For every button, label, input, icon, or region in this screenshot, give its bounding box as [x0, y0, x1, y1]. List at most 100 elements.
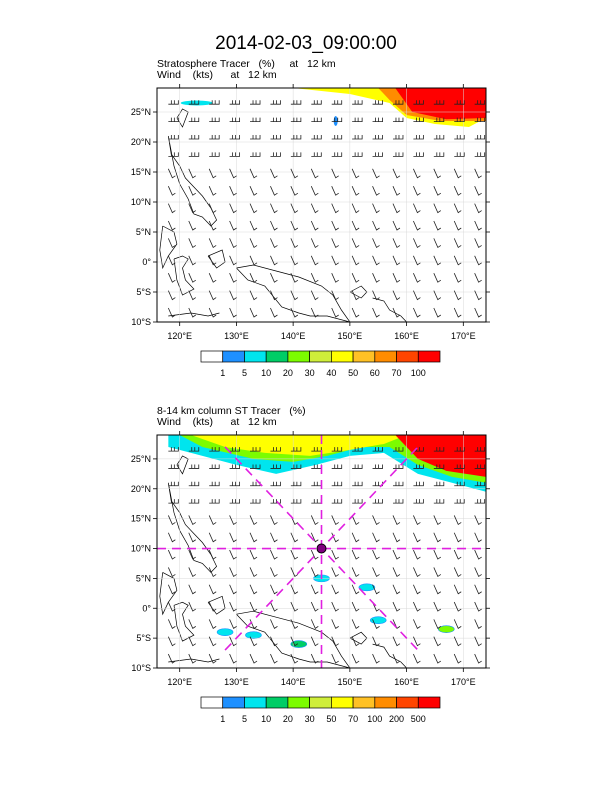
wind-barb [310, 619, 319, 629]
wind-barb [249, 532, 258, 543]
wind-barb [331, 653, 339, 664]
wind-barb [413, 152, 424, 157]
wind-barb [290, 100, 302, 105]
wind-barb [168, 152, 179, 157]
wind-barb [413, 567, 421, 578]
colorbar-label: 5 [242, 714, 247, 724]
wind-barb [372, 290, 380, 301]
wind-barb [208, 532, 217, 543]
wind-barb [453, 567, 462, 578]
wind-barb [352, 152, 363, 157]
wind-barb [188, 135, 200, 140]
wind-barb [331, 481, 343, 487]
wind-barb [270, 549, 278, 560]
wind-barb [208, 238, 217, 248]
wind-barb [167, 290, 176, 301]
wind-barb [392, 532, 401, 543]
y-tick-label: 15°N [131, 167, 151, 177]
y-tick-label: 5°N [136, 573, 151, 583]
plot-frame [156, 87, 487, 323]
wind-barb [208, 636, 217, 647]
wind-barb [433, 601, 442, 612]
wind-barb [208, 584, 217, 595]
wind-barb [249, 549, 258, 560]
wind-barb [413, 549, 421, 560]
wind-barb [433, 168, 442, 179]
colorbar-swatch [222, 696, 245, 709]
wind-barb [453, 307, 462, 318]
wind-barb [433, 619, 442, 629]
wind-barb [433, 203, 442, 214]
wind-barb [208, 601, 217, 612]
y-tick-label: 5°S [136, 633, 151, 643]
wind-barb [331, 168, 339, 179]
wind-barb [188, 464, 200, 469]
wind-barb [413, 636, 421, 647]
wind-barb [433, 653, 442, 664]
wind-barb [290, 464, 302, 469]
wind-barb [372, 152, 383, 157]
wind-barb [310, 653, 319, 664]
colorbar-swatch [200, 696, 224, 709]
wind-barb [310, 186, 319, 196]
wind-barb [453, 273, 462, 283]
wind-barb [250, 499, 261, 504]
wind-barb [474, 238, 482, 248]
wind-barb [290, 255, 299, 266]
wind-barb [229, 220, 237, 231]
colorbar-label: 1 [220, 714, 225, 724]
wind-barb [351, 636, 360, 647]
wind-barb [270, 135, 281, 140]
wind-barb [229, 447, 241, 452]
wind-barb [474, 619, 482, 629]
wind-barb [352, 117, 363, 122]
wind-barb [453, 186, 462, 196]
wind-barb [351, 584, 360, 595]
wind-barb [249, 203, 258, 214]
wind-barb [433, 532, 442, 543]
wind-barb [270, 168, 278, 179]
wind-barb [310, 203, 319, 214]
wind-barb [250, 117, 261, 122]
wind-barb [453, 549, 462, 560]
wind-barb [413, 100, 424, 105]
wind-barb [372, 273, 380, 283]
wind-barb [249, 273, 258, 283]
wind-barb [188, 203, 196, 214]
wind-barb [331, 464, 343, 469]
wind-barb [413, 117, 424, 122]
wind-barb [188, 152, 200, 157]
wind-barb [392, 168, 401, 179]
wind-barb [188, 584, 196, 595]
wind-barb [249, 186, 258, 196]
wind-barb [392, 307, 401, 318]
wind-barb [290, 290, 299, 301]
wind-barb [188, 290, 196, 301]
wind-barb [474, 567, 482, 578]
wind-barb [250, 152, 261, 157]
wind-barb [351, 515, 360, 526]
wind-barb [474, 532, 482, 543]
wind-barb [311, 117, 322, 122]
y-tick-label: 25°N [131, 454, 151, 464]
wind-barb [208, 653, 217, 664]
wind-barb [433, 567, 442, 578]
wind-barb [270, 117, 281, 122]
colorbar-swatch [244, 696, 267, 709]
colorbar-swatch [417, 350, 441, 363]
wind-barb [351, 290, 360, 301]
wind-barb [351, 273, 360, 283]
wind-barb [474, 447, 486, 452]
wind-barb [249, 515, 258, 526]
wind-barb [188, 273, 196, 283]
wind-barb [310, 255, 319, 266]
wind-barb [208, 220, 217, 231]
wind-barb [331, 238, 339, 248]
wind-barb [270, 584, 278, 595]
colorbar-label: 70 [392, 368, 402, 378]
wind-barb [331, 186, 339, 196]
wind-barb [413, 220, 421, 231]
wind-barb [167, 532, 176, 543]
